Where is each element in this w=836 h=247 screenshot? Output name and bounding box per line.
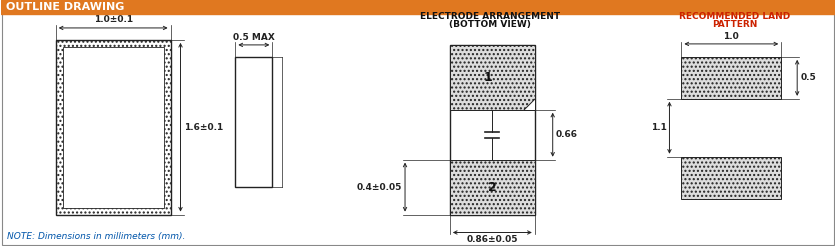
Text: 0.86±0.05: 0.86±0.05	[466, 235, 518, 245]
Bar	[63, 47, 164, 207]
Bar	[681, 57, 781, 99]
Bar	[681, 157, 781, 199]
Text: 1.1: 1.1	[650, 123, 666, 132]
Text: ELECTRODE ARRANGEMENT: ELECTRODE ARRANGEMENT	[420, 12, 560, 21]
Bar	[236, 57, 273, 186]
Text: 1.0: 1.0	[723, 32, 739, 41]
Text: 0.5: 0.5	[800, 73, 816, 82]
Bar	[450, 45, 535, 110]
Bar	[1, 0, 835, 14]
Text: RECOMMENDED LAND: RECOMMENDED LAND	[679, 12, 790, 21]
Text: OUTLINE DRAWING: OUTLINE DRAWING	[6, 2, 125, 12]
Text: 1.6±0.1: 1.6±0.1	[185, 123, 224, 132]
Text: NOTE: Dimensions in millimeters (mm).: NOTE: Dimensions in millimeters (mm).	[7, 232, 186, 242]
Text: PATTERN: PATTERN	[711, 21, 757, 29]
Text: 1: 1	[484, 71, 492, 84]
Bar	[450, 45, 535, 215]
Text: 2: 2	[488, 181, 497, 194]
Bar	[56, 40, 171, 215]
Text: 1.0±0.1: 1.0±0.1	[94, 15, 133, 24]
Bar	[56, 40, 171, 215]
Text: 0.66: 0.66	[556, 130, 578, 139]
Text: 0.4±0.05: 0.4±0.05	[357, 183, 402, 192]
Polygon shape	[522, 98, 535, 110]
Text: 0.5 MAX: 0.5 MAX	[233, 33, 275, 42]
Text: (BOTTOM VIEW): (BOTTOM VIEW)	[449, 21, 531, 29]
Bar	[450, 160, 535, 215]
